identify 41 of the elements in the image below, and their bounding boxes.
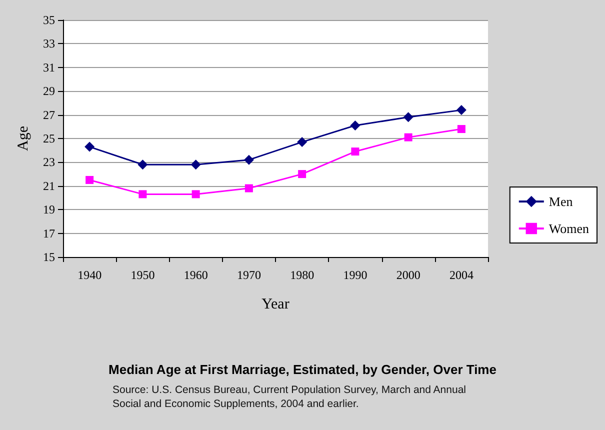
- point: [403, 112, 414, 122]
- y-tick-label: 15: [43, 250, 55, 264]
- y-tick-label: 29: [43, 84, 55, 98]
- y-tick-label: 33: [43, 36, 55, 51]
- point: [456, 105, 466, 116]
- point: [457, 125, 466, 134]
- x-tick-label: 1990: [343, 268, 368, 282]
- y-tick-label: 23: [43, 155, 55, 170]
- y-axis-title: Age: [16, 126, 32, 151]
- y-tick-label: 35: [43, 13, 55, 27]
- x-tick-label: 1950: [130, 268, 155, 282]
- point: [86, 176, 94, 184]
- x-tick-label: 1970: [236, 268, 261, 282]
- x-axis-title: Year: [262, 296, 290, 312]
- y-tick-label: 25: [43, 132, 55, 146]
- point: [138, 190, 147, 198]
- x-tick-label: 1940: [78, 268, 102, 282]
- point: [244, 184, 253, 192]
- point: [350, 120, 360, 130]
- point: [190, 160, 201, 170]
- point: [244, 154, 254, 165]
- point: [404, 133, 412, 142]
- legend-label: Women: [548, 221, 590, 236]
- y-tick-label: 27: [43, 108, 55, 122]
- point: [192, 190, 200, 198]
- y-tick-label: 17: [43, 226, 55, 240]
- text: Median Age at First Marriage, Estimated, by Gender, Over Time: [108, 362, 496, 377]
- x-tick-label: 1980: [290, 268, 314, 282]
- x-tick-label: 2000: [396, 268, 420, 282]
- point: [84, 142, 95, 152]
- x-tick-label: 2004: [449, 268, 474, 282]
- point: [138, 160, 148, 170]
- y-tick-label: 19: [43, 202, 55, 217]
- x-tick-label: 1960: [184, 268, 208, 282]
- y-tick-label: 21: [43, 178, 55, 193]
- y-tick-label: 31: [43, 60, 55, 74]
- point: [351, 148, 360, 156]
- point: [297, 137, 308, 148]
- source-note: Source: U.S. Census Bureau, Current Population Survey, March and Annual Social and Economic Supplements, 2004 and earlier.: [112, 384, 469, 410]
- legend-label: Men: [548, 194, 574, 209]
- point: [298, 170, 306, 178]
